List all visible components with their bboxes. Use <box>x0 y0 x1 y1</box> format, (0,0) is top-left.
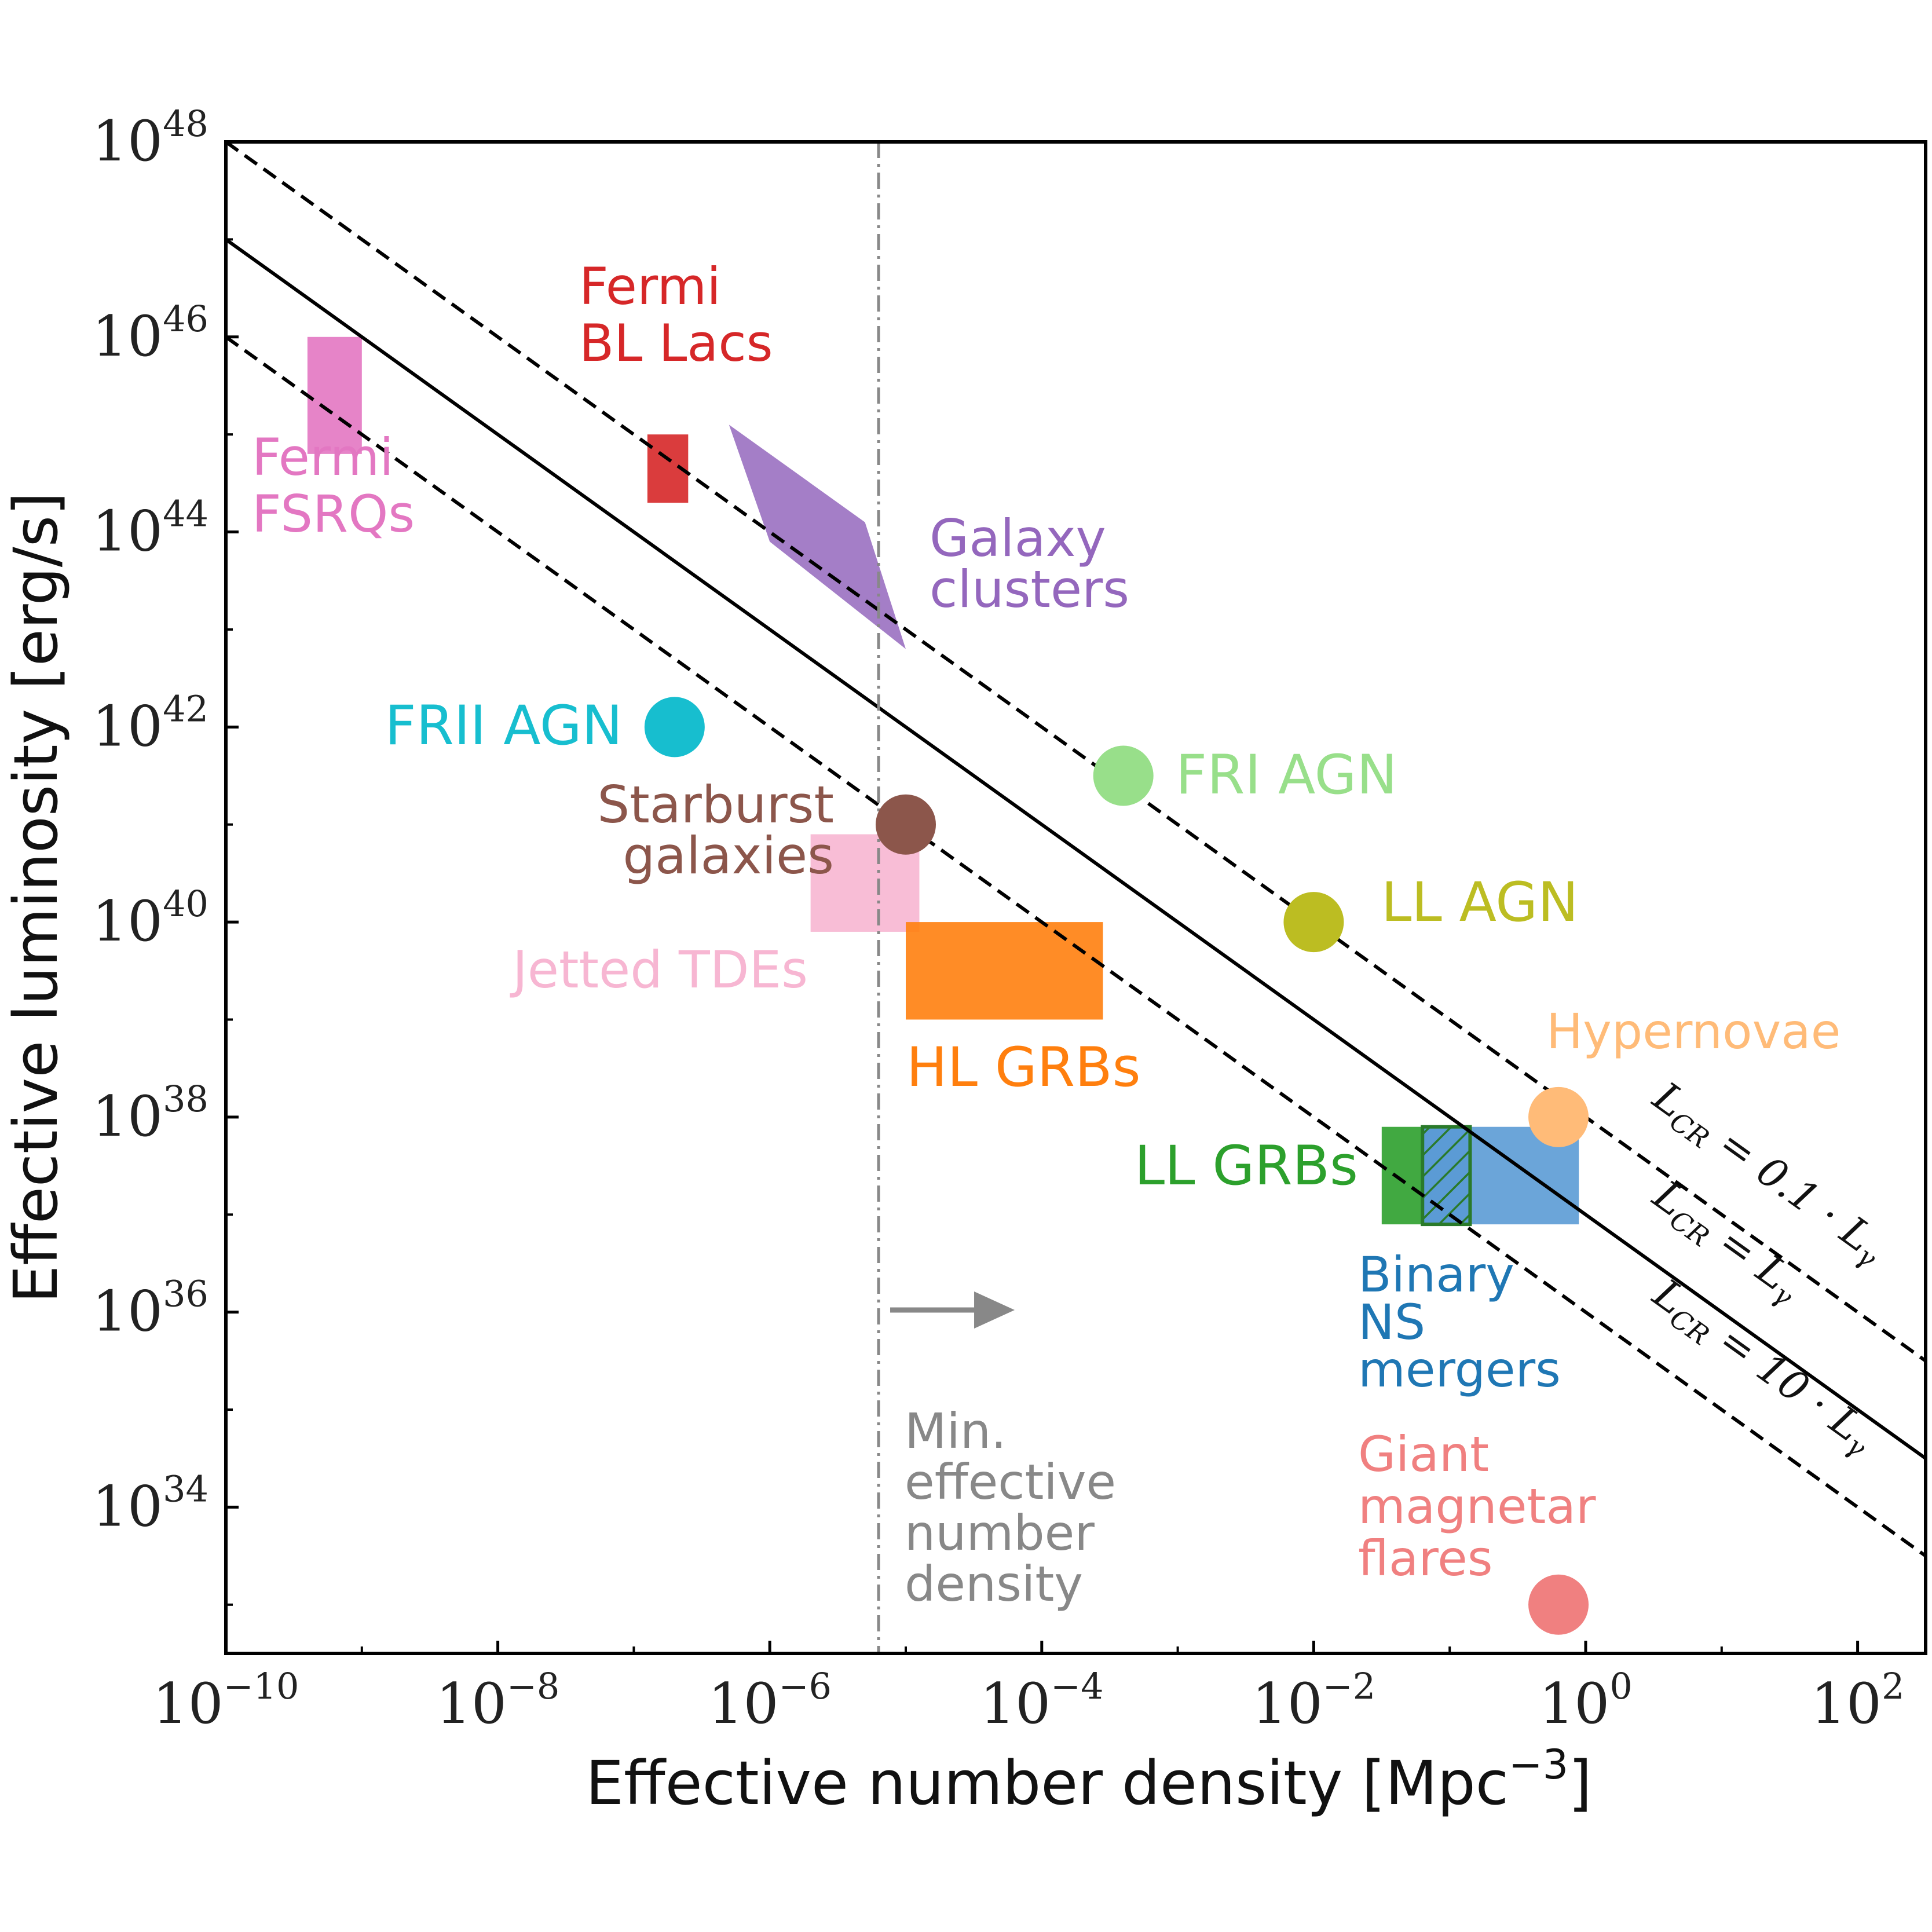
y-tick-exponent: 34 <box>163 1468 208 1510</box>
fri-agn-marker <box>1093 745 1154 806</box>
y-tick-base: 10 <box>92 1474 163 1539</box>
binary-ns-mergers-label-line-3: mergers <box>1358 1341 1561 1398</box>
min-density-label-line-3: number <box>905 1505 1095 1561</box>
reference-line-2 <box>226 237 1926 1460</box>
x-tick-label: 10−4 <box>980 1665 1104 1736</box>
tick-marks <box>224 140 1860 1653</box>
giant-magnetar-flares-label-line-1: Giant <box>1358 1426 1489 1483</box>
y-tick-base: 10 <box>92 889 163 954</box>
x-tick-exponent: 2 <box>1882 1665 1904 1707</box>
x-tick-label: 10−2 <box>1252 1665 1376 1736</box>
y-tick-label: 1034 <box>92 1468 208 1539</box>
y-tick-base: 10 <box>92 109 163 174</box>
starburst-galaxies-label-line-2: galaxies <box>623 826 834 885</box>
binary-ns-mergers-label-line-1: Binary <box>1358 1246 1514 1303</box>
x-tick-label: 10−10 <box>153 1665 299 1736</box>
y-tick-exponent: 36 <box>163 1273 208 1315</box>
fri-agn-label-line-1: FRI AGN <box>1176 744 1397 807</box>
galaxy-clusters-region <box>729 425 906 649</box>
y-tick-base: 10 <box>92 1084 163 1149</box>
reference-line-label-rest: = 10 · L <box>1700 1309 1871 1451</box>
y-tick-exponent: 44 <box>163 493 208 535</box>
fermi-fsrqs-label-line-2: FSRQs <box>252 484 415 544</box>
fermi-bl-lacs-label-line-1: Fermi <box>579 257 721 316</box>
galaxy-clusters-label-line-2: clusters <box>930 559 1129 619</box>
y-tick-exponent: 40 <box>163 883 208 925</box>
x-tick-exponent: −6 <box>779 1665 832 1707</box>
plot-border <box>224 140 1927 1655</box>
y-tick-exponent: 38 <box>163 1078 208 1120</box>
reference-line-label-3: LCR = 10 · Lγ <box>1641 1269 1885 1463</box>
x-tick-exponent: −2 <box>1323 1665 1375 1707</box>
y-tick-label: 1042 <box>92 687 208 759</box>
fermi-fsrqs-box <box>307 336 362 454</box>
x-tick-base: 10 <box>1252 1671 1323 1736</box>
x-tick-base: 10 <box>436 1671 507 1736</box>
x-tick-exponent: −4 <box>1051 1665 1103 1707</box>
y-tick-exponent: 42 <box>163 687 208 730</box>
reference-line-3 <box>226 335 1926 1558</box>
x-tick-base: 10 <box>1811 1671 1882 1736</box>
y-tick-label: 1044 <box>92 493 208 564</box>
y-tick-label: 1040 <box>92 883 208 954</box>
x-axis-label-end: ] <box>1568 1748 1592 1818</box>
jetted-tdes-label-line-1: Jetted TDEs <box>510 940 808 1000</box>
y-tick-label: 1046 <box>92 298 208 369</box>
x-tick-base: 10 <box>980 1671 1051 1736</box>
min-density-label-line-1: Min. <box>905 1403 1007 1459</box>
source-markers <box>644 697 1589 1635</box>
overlap-hatch <box>1421 1125 1472 1227</box>
binary-ns-mergers-label-line-2: NS <box>1358 1294 1425 1351</box>
x-tick-exponent: −8 <box>507 1665 559 1707</box>
y-tick-base: 10 <box>92 1279 163 1344</box>
y-tick-base: 10 <box>92 694 163 759</box>
x-axis-label-text: Effective number density [Mpc <box>586 1748 1509 1818</box>
plot-frame <box>224 140 1927 1655</box>
galaxy-clusters-label-line-1: Galaxy <box>930 508 1106 568</box>
starburst-galaxies-label-line-1: Starburst <box>597 775 834 835</box>
x-tick-base: 10 <box>708 1671 778 1736</box>
x-tick-label: 10−6 <box>708 1665 832 1736</box>
x-tick-label: 100 <box>1539 1665 1633 1736</box>
y-tick-label: 1036 <box>92 1273 208 1344</box>
fermi-fsrqs-label-line-1: Fermi <box>252 427 394 487</box>
fermi-bl-lacs-label-line-2: BL Lacs <box>579 313 773 373</box>
x-axis-label-exponent: −3 <box>1509 1741 1568 1788</box>
min-density-label-line-4: density <box>905 1556 1083 1612</box>
x-tick-label: 10−8 <box>436 1665 560 1736</box>
ll-agn-label-line-1: LL AGN <box>1381 871 1578 934</box>
hl-grbs-box <box>906 922 1103 1020</box>
hl-grbs-label-line-1: HL GRBs <box>906 1036 1141 1099</box>
giant-magnetar-flares-marker <box>1528 1574 1589 1635</box>
giant-magnetar-flares-label-line-3: flares <box>1358 1530 1493 1587</box>
hypernovae-marker <box>1528 1086 1589 1147</box>
min-density-label-line-2: effective <box>905 1454 1116 1510</box>
reference-lines <box>226 142 1926 1653</box>
x-tick-exponent: −10 <box>224 1665 299 1707</box>
starburst-galaxies-marker <box>876 794 936 855</box>
x-tick-base: 10 <box>1539 1671 1609 1736</box>
x-tick-base: 10 <box>153 1671 224 1736</box>
y-tick-label: 1038 <box>92 1078 208 1149</box>
x-axis-label: Effective number density [Mpc−3] <box>586 1741 1591 1818</box>
y-tick-exponent: 46 <box>163 298 208 340</box>
x-tick-label: 102 <box>1811 1665 1905 1736</box>
y-tick-exponent: 48 <box>163 103 208 145</box>
y-tick-label: 1048 <box>92 103 208 174</box>
giant-magnetar-flares-label-line-2: magnetar <box>1358 1478 1596 1535</box>
y-tick-base: 10 <box>92 304 163 369</box>
x-tick-exponent: 0 <box>1609 1665 1632 1707</box>
reference-line-1 <box>226 142 1926 1363</box>
y-axis-label: Effective luminosity [erg/s] <box>1 492 71 1303</box>
hypernovae-label-line-1: Hypernovae <box>1546 1003 1840 1060</box>
frii-agn-label-line-1: FRII AGN <box>385 694 623 758</box>
min-density-arrow-head <box>974 1291 1015 1329</box>
y-tick-base: 10 <box>92 499 163 564</box>
frii-agn-marker <box>644 697 705 758</box>
ll-agn-marker <box>1283 892 1344 953</box>
ll-grbs-label-line-1: LL GRBs <box>1135 1135 1358 1198</box>
